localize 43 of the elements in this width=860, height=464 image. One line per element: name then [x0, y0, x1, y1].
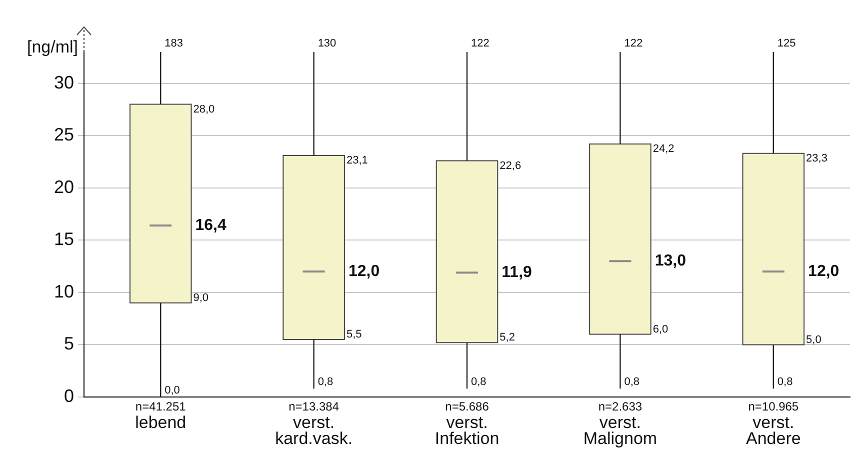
text: 125 — [777, 38, 796, 50]
annotation: 0,8 — [624, 376, 640, 388]
annotation: 0,0 — [164, 384, 180, 397]
annotation: 28,0 — [193, 103, 215, 116]
x-tick-label: verst. kard.vask. — [275, 413, 353, 448]
text: 183 — [164, 38, 183, 50]
y-tick-label: 30 — [54, 72, 74, 92]
annotation: 16,4 — [195, 216, 226, 234]
y-tick-label: 15 — [54, 229, 74, 250]
annotation: 23,3 — [806, 152, 828, 164]
y-tick-label: 0 — [64, 386, 74, 406]
y-tick-label: 25 — [54, 124, 74, 145]
text: n=41.251 — [135, 399, 186, 414]
annotation: 13,0 — [654, 252, 686, 270]
annotation: 12,0 — [348, 262, 380, 280]
x-tick-label: verst. Infektion — [434, 413, 500, 448]
y-tick-label: 5 — [64, 334, 74, 354]
text: 122 — [624, 38, 643, 50]
annotation: 5,2 — [500, 332, 515, 344]
annotation: 23,1 — [346, 154, 368, 167]
annotation: 6,0 — [652, 323, 668, 336]
y-tick-label: 10 — [54, 281, 74, 302]
text: n=2.633 — [598, 399, 642, 414]
text: 130 — [318, 38, 336, 50]
x-tick-label: verst. Andere — [746, 413, 801, 448]
annotation: 0,8 — [777, 376, 793, 388]
text: n=10.965 — [748, 399, 799, 414]
y-tick-label: 20 — [54, 176, 74, 197]
text: 122 — [471, 38, 490, 50]
x-tick-label: verst. Malignom — [583, 413, 658, 448]
annotation: 12,0 — [808, 262, 840, 280]
text: n=13.384 — [288, 399, 340, 414]
annotation: 0,8 — [471, 376, 486, 388]
annotation: 24,2 — [652, 143, 674, 156]
y-axis-title: [ng/ml] — [26, 38, 78, 57]
annotation: 5,0 — [806, 334, 822, 346]
annotation: 5,5 — [346, 328, 362, 341]
annotation: 22,6 — [500, 160, 522, 172]
annotation: 9,0 — [193, 292, 209, 304]
annotation: 11,9 — [502, 264, 532, 281]
text: n=5.686 — [445, 399, 490, 414]
annotation: 0,8 — [318, 376, 334, 388]
x-tick-label: lebend — [135, 413, 186, 432]
